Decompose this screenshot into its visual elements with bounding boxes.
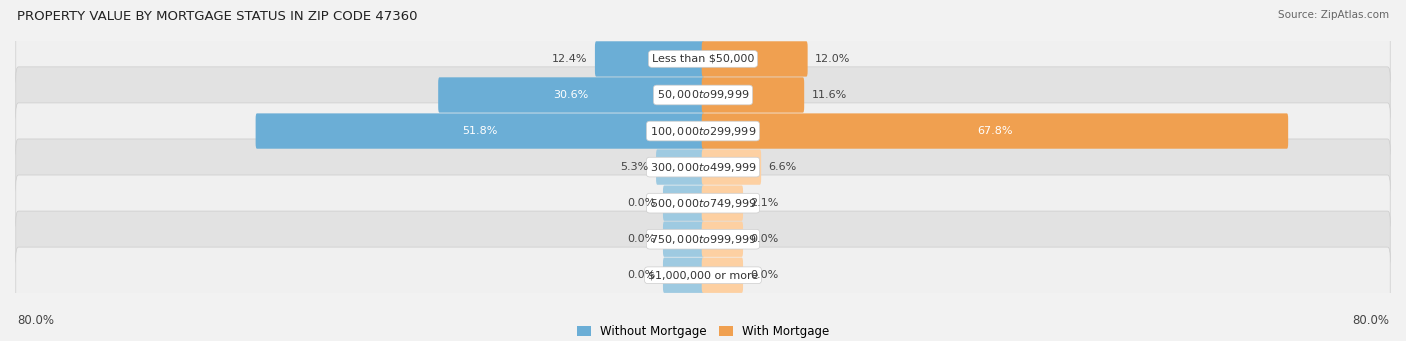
- FancyBboxPatch shape: [15, 247, 1391, 303]
- Text: 0.0%: 0.0%: [751, 270, 779, 280]
- FancyBboxPatch shape: [702, 257, 742, 293]
- FancyBboxPatch shape: [702, 222, 742, 257]
- FancyBboxPatch shape: [702, 186, 742, 221]
- Text: $100,000 to $299,999: $100,000 to $299,999: [650, 124, 756, 137]
- Text: $500,000 to $749,999: $500,000 to $749,999: [650, 197, 756, 210]
- FancyBboxPatch shape: [15, 103, 1391, 159]
- Text: 0.0%: 0.0%: [627, 234, 655, 244]
- FancyBboxPatch shape: [15, 139, 1391, 195]
- Text: 5.3%: 5.3%: [620, 162, 648, 172]
- FancyBboxPatch shape: [664, 186, 704, 221]
- FancyBboxPatch shape: [439, 77, 704, 113]
- Text: 11.6%: 11.6%: [811, 90, 846, 100]
- Text: 80.0%: 80.0%: [1353, 314, 1389, 327]
- Text: 80.0%: 80.0%: [17, 314, 53, 327]
- Text: 0.0%: 0.0%: [627, 270, 655, 280]
- FancyBboxPatch shape: [657, 149, 704, 185]
- FancyBboxPatch shape: [595, 41, 704, 77]
- Text: Source: ZipAtlas.com: Source: ZipAtlas.com: [1278, 10, 1389, 20]
- Text: 6.6%: 6.6%: [769, 162, 797, 172]
- Text: PROPERTY VALUE BY MORTGAGE STATUS IN ZIP CODE 47360: PROPERTY VALUE BY MORTGAGE STATUS IN ZIP…: [17, 10, 418, 23]
- Text: Less than $50,000: Less than $50,000: [652, 54, 754, 64]
- FancyBboxPatch shape: [702, 41, 807, 77]
- Text: 51.8%: 51.8%: [463, 126, 498, 136]
- Text: 0.0%: 0.0%: [627, 198, 655, 208]
- FancyBboxPatch shape: [15, 175, 1391, 231]
- FancyBboxPatch shape: [15, 31, 1391, 87]
- FancyBboxPatch shape: [664, 257, 704, 293]
- Text: $50,000 to $99,999: $50,000 to $99,999: [657, 89, 749, 102]
- FancyBboxPatch shape: [702, 149, 761, 185]
- FancyBboxPatch shape: [15, 211, 1391, 267]
- FancyBboxPatch shape: [256, 113, 704, 149]
- Text: 12.0%: 12.0%: [815, 54, 851, 64]
- Text: 2.1%: 2.1%: [751, 198, 779, 208]
- FancyBboxPatch shape: [702, 113, 1288, 149]
- Text: 0.0%: 0.0%: [751, 234, 779, 244]
- Text: $300,000 to $499,999: $300,000 to $499,999: [650, 161, 756, 174]
- Text: 12.4%: 12.4%: [553, 54, 588, 64]
- Legend: Without Mortgage, With Mortgage: Without Mortgage, With Mortgage: [572, 321, 834, 341]
- FancyBboxPatch shape: [15, 67, 1391, 123]
- FancyBboxPatch shape: [664, 222, 704, 257]
- Text: 30.6%: 30.6%: [554, 90, 589, 100]
- Text: $1,000,000 or more: $1,000,000 or more: [648, 270, 758, 280]
- FancyBboxPatch shape: [702, 77, 804, 113]
- Text: 67.8%: 67.8%: [977, 126, 1012, 136]
- Text: $750,000 to $999,999: $750,000 to $999,999: [650, 233, 756, 246]
